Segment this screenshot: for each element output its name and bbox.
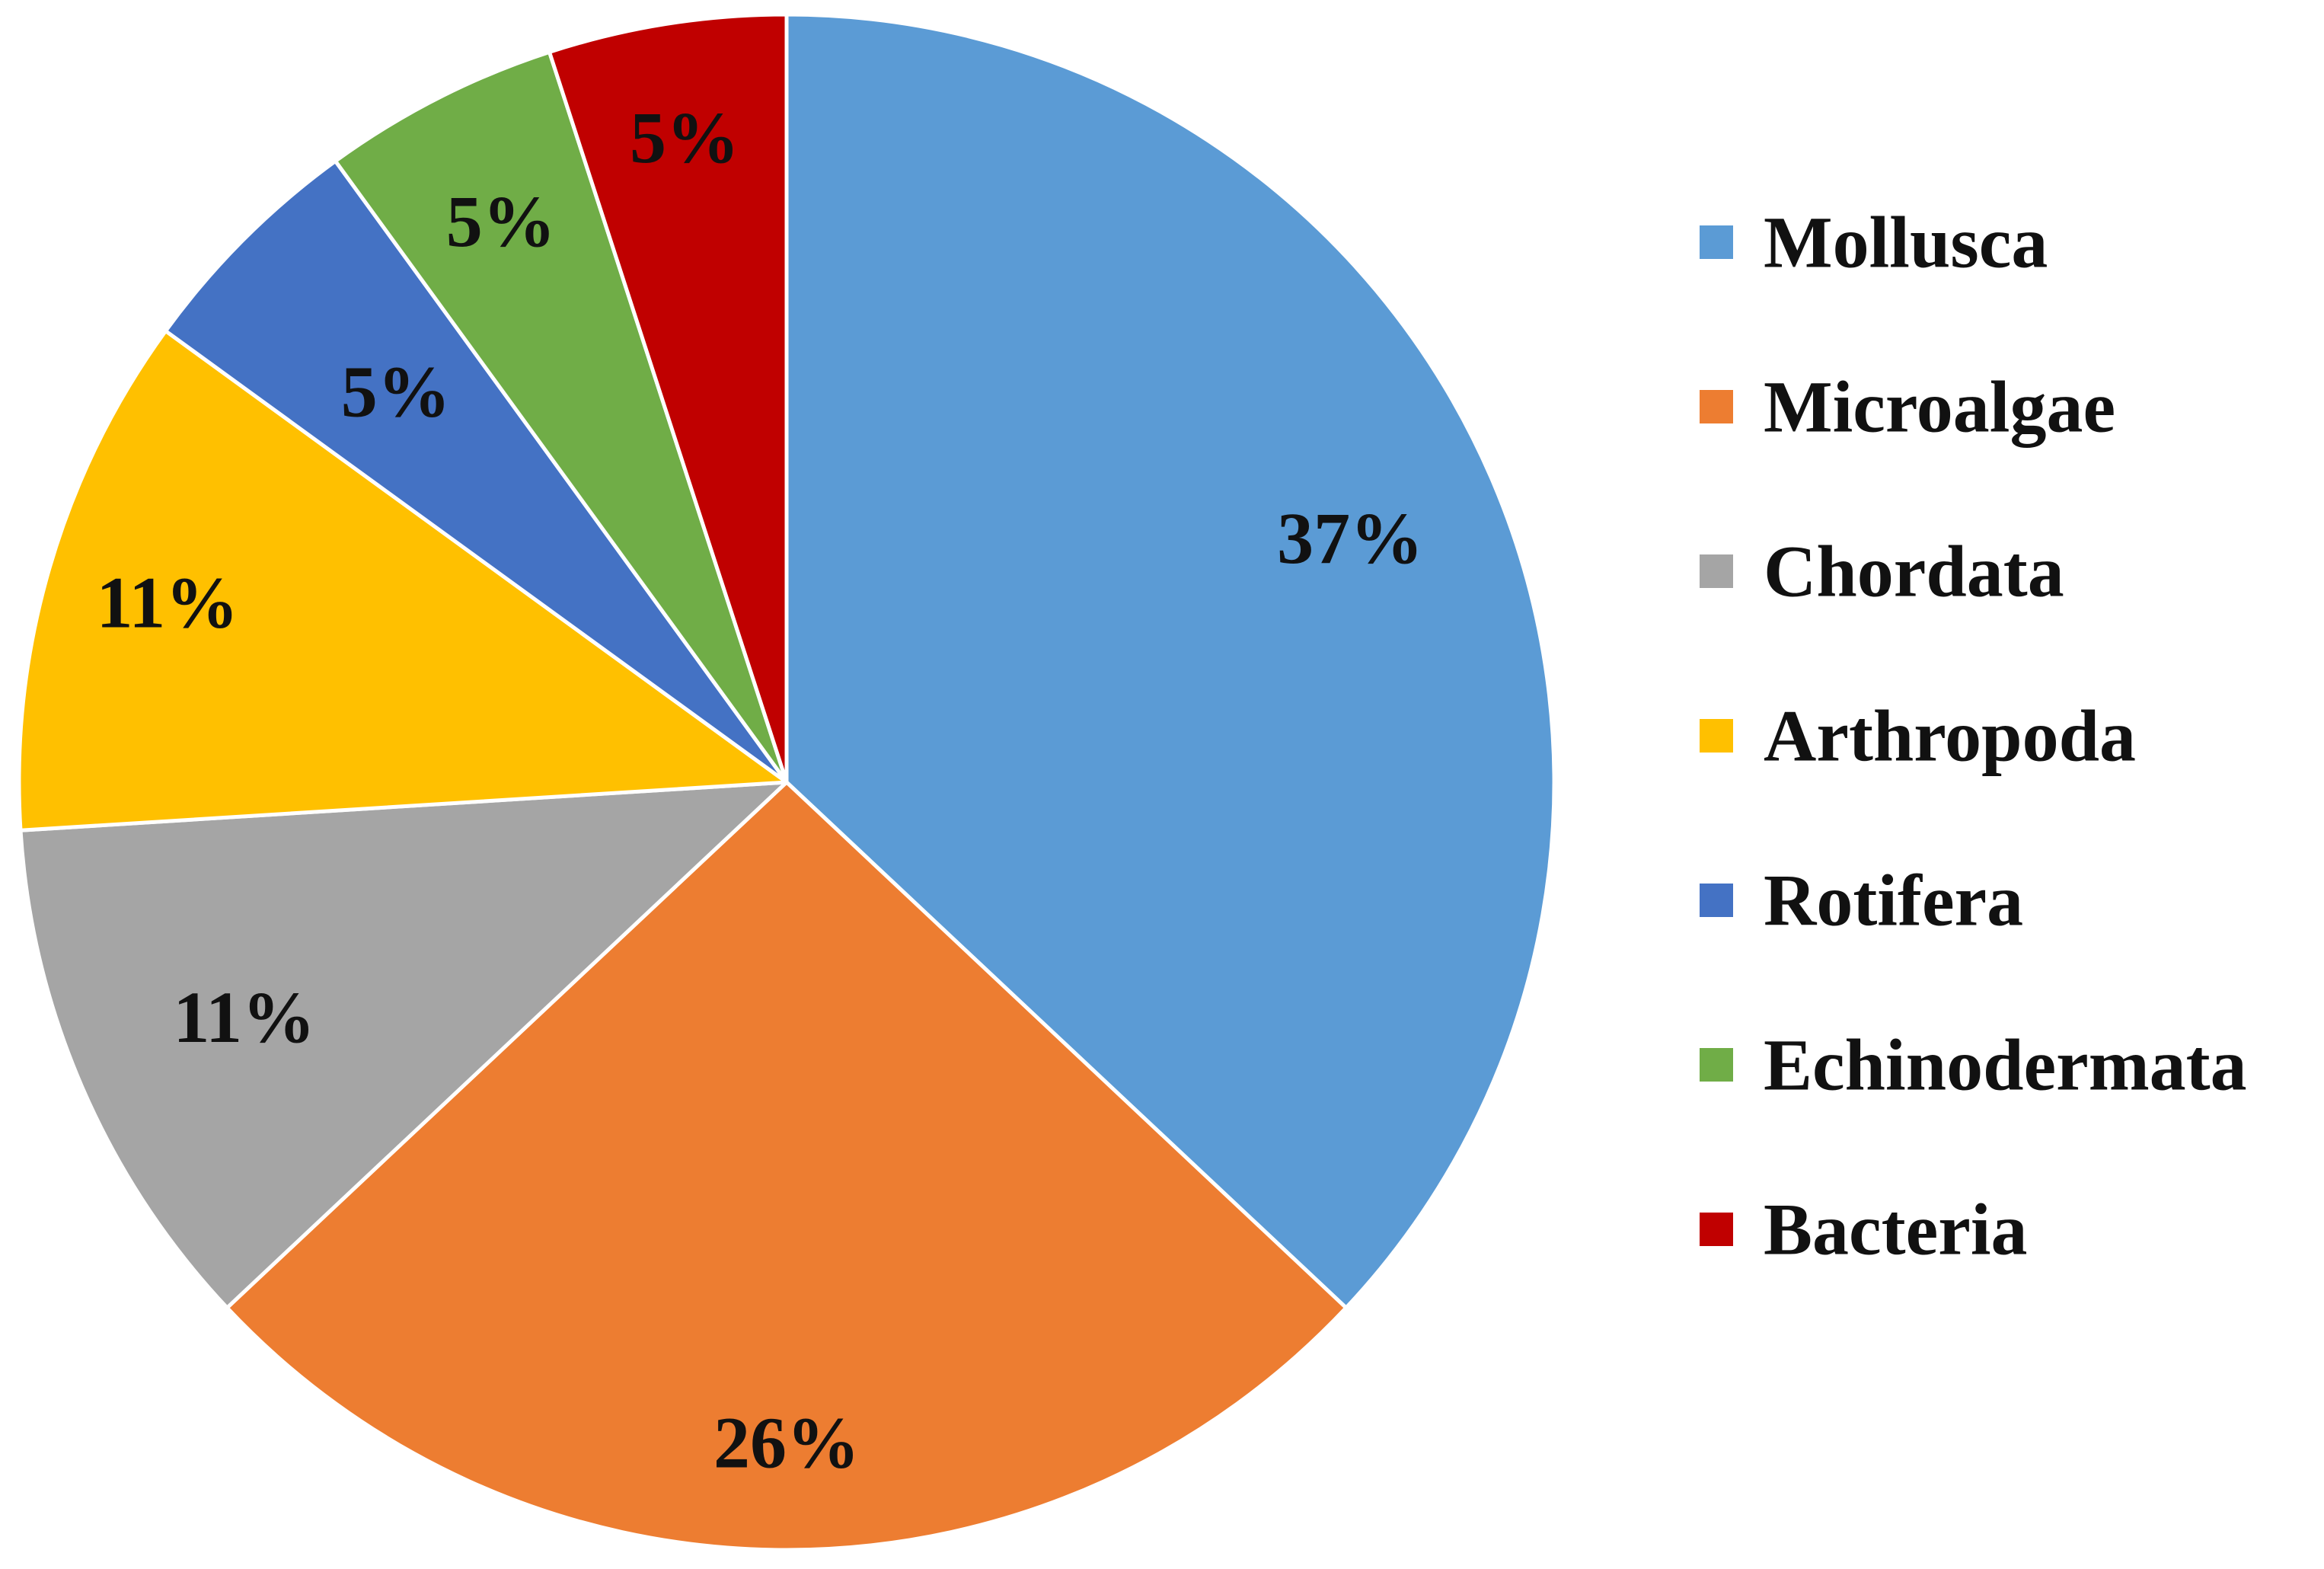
legend-item-bacteria: Bacteria xyxy=(1700,1189,2028,1270)
legend: Mollusca Microalgae Chordata Arthropoda Roti… xyxy=(1700,202,2247,1270)
legend-swatch-mollusca xyxy=(1700,225,1733,259)
pie-slice-bacteria xyxy=(547,12,789,784)
legend-item-mollusca: Mollusca xyxy=(1700,202,2048,283)
data-label-microalgae: 26% xyxy=(713,1401,860,1483)
data-label-rotifera: 5% xyxy=(341,350,451,432)
legend-swatch-rotifera xyxy=(1700,884,1733,917)
legend-item-rotifera: Rotifera xyxy=(1700,860,2023,941)
legend-swatch-echinodermata xyxy=(1700,1048,1733,1082)
legend-label-arthropoda: Arthropoda xyxy=(1764,695,2136,777)
legend-swatch-chordata xyxy=(1700,554,1733,588)
data-label-bacteria: 5% xyxy=(630,97,739,178)
pie-slice-arthropoda xyxy=(17,329,789,832)
legend-item-arthropoda: Arthropoda xyxy=(1700,695,2136,777)
pie-slice-rotifera xyxy=(164,159,789,784)
data-label-arthropoda: 11% xyxy=(97,561,239,643)
legend-label-rotifera: Rotifera xyxy=(1764,860,2023,941)
legend-label-chordata: Chordata xyxy=(1764,531,2064,612)
data-label-echinodermata: 5% xyxy=(446,181,556,262)
pie-slice-microalgae xyxy=(225,780,1349,1552)
legend-label-bacteria: Bacteria xyxy=(1764,1189,2028,1270)
pie-slice-echinodermata xyxy=(334,50,789,784)
legend-label-echinodermata: Echinodermata xyxy=(1764,1024,2247,1106)
legend-label-mollusca: Mollusca xyxy=(1764,202,2048,283)
legend-item-microalgae: Microalgae xyxy=(1700,366,2115,448)
legend-item-echinodermata: Echinodermata xyxy=(1700,1024,2247,1106)
data-label-mollusca: 37% xyxy=(1277,497,1423,579)
pie-slice-chordata xyxy=(18,780,789,1310)
legend-swatch-arthropoda xyxy=(1700,719,1733,753)
pie-slice-mollusca xyxy=(784,12,1556,1310)
pie-data-labels: 37% 26% 11% 11% 5% 5% 5% xyxy=(97,97,1424,1483)
legend-item-chordata: Chordata xyxy=(1700,531,2064,612)
pie-slices xyxy=(17,12,1556,1552)
legend-label-microalgae: Microalgae xyxy=(1764,366,2115,448)
legend-swatch-bacteria xyxy=(1700,1213,1733,1246)
legend-swatch-microalgae xyxy=(1700,390,1733,423)
data-label-chordata: 11% xyxy=(173,976,315,1058)
